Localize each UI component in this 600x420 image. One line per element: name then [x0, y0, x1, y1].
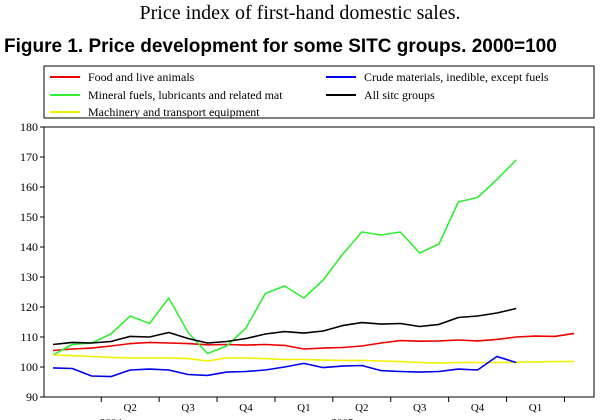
y-tick-label: 120 [20, 300, 38, 314]
x-tick-label: Q2 [123, 402, 136, 414]
x-tick-label: Q3 [413, 402, 427, 414]
y-tick-label: 180 [20, 120, 38, 134]
legend-label-5: All sitc groups [364, 88, 435, 102]
plot-frame [43, 126, 595, 398]
x-axis: Q2 Q3 Q4 Q1 Q2 Q3 Q4 Q1 2004 2005 [100, 397, 565, 420]
x-tick-label: Q4 [239, 402, 253, 414]
y-tick-label: 100 [20, 360, 38, 374]
year-label: 2005 [332, 417, 355, 420]
x-tick-label: Q3 [181, 402, 195, 414]
legend-label-3: Machinery and transport equipment [88, 105, 260, 119]
legend-label-4: Crude materials, inedible, except fuels [364, 70, 549, 84]
legend-label-1: Food and live animals [88, 70, 195, 84]
series-lines [52, 159, 575, 378]
series-line-1 [52, 332, 575, 352]
chart-title: Figure 1. Price development for some SIT… [4, 36, 557, 57]
series-line-5 [52, 307, 517, 346]
x-tick-label: Q4 [471, 402, 485, 414]
chart-supertitle: Price index of first-hand domestic sales… [139, 2, 461, 24]
y-tick-label: 110 [20, 330, 38, 344]
legend-box [43, 65, 595, 119]
y-tick-label: 170 [20, 150, 38, 164]
y-axis: 90 100 110 120 130 140 150 160 170 180 [20, 120, 44, 404]
x-tick-label: Q1 [297, 402, 310, 414]
y-tick-label: 150 [20, 210, 38, 224]
x-tick-label: Q1 [529, 402, 542, 414]
y-tick-label: 160 [20, 180, 38, 194]
series-line-4 [52, 355, 517, 378]
y-tick-label: 130 [20, 270, 38, 284]
legend-label-2: Mineral fuels, lubricants and related ma… [88, 88, 283, 102]
series-line-2 [52, 159, 517, 356]
y-tick-label: 140 [20, 240, 38, 254]
year-label: 2004 [100, 417, 123, 420]
y-tick-label: 90 [26, 390, 38, 404]
legend: Food and live animals Mineral fuels, lubr… [50, 70, 549, 119]
x-tick-label: Q2 [355, 402, 368, 414]
